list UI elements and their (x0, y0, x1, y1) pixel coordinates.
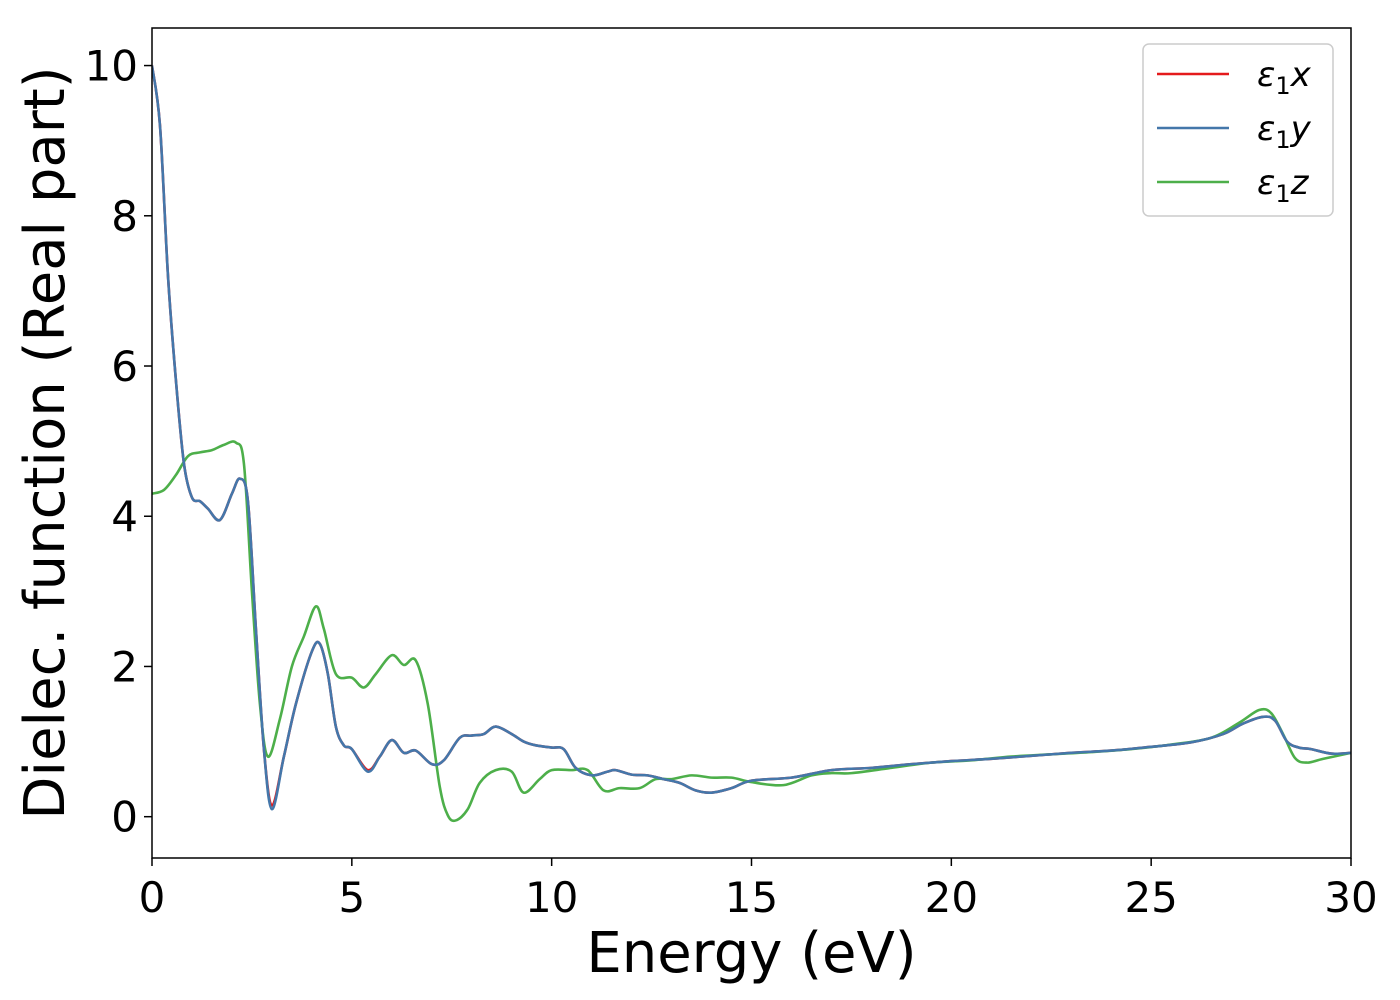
x-tick-label: 25 (1124, 873, 1177, 922)
series-layer (152, 65, 1351, 823)
y-axis: 0 2 4 6 8 10 (85, 42, 152, 842)
legend-label-x: ε1x (1257, 55, 1312, 100)
x-tick-label: 5 (338, 873, 365, 922)
series-line-z (152, 440, 1351, 823)
x-axis-title: Energy (eV) (586, 921, 916, 986)
y-tick-label: 4 (111, 492, 138, 541)
legend-label-y: ε1y (1257, 109, 1312, 154)
x-tick-label: 15 (725, 873, 778, 922)
legend-box (1142, 43, 1334, 217)
x-tick-label: 20 (925, 873, 978, 922)
y-tick-label: 6 (111, 342, 138, 391)
x-tick-label: 0 (139, 873, 166, 922)
series-line-y (152, 65, 1351, 811)
x-axis: 0 5 10 15 20 25 30 (139, 858, 1378, 922)
y-tick-label: 0 (111, 793, 138, 842)
x-tick-label: 30 (1324, 873, 1377, 922)
y-tick-label: 2 (111, 642, 138, 691)
legend-label-z: ε1z (1257, 163, 1310, 208)
y-axis-title: Dielec. function (Real part) (13, 66, 78, 819)
y-tick-label: 8 (111, 192, 138, 241)
y-tick-label: 10 (85, 42, 138, 91)
x-tick-label: 10 (525, 873, 578, 922)
legend: ε1x ε1y ε1z (1142, 43, 1334, 217)
